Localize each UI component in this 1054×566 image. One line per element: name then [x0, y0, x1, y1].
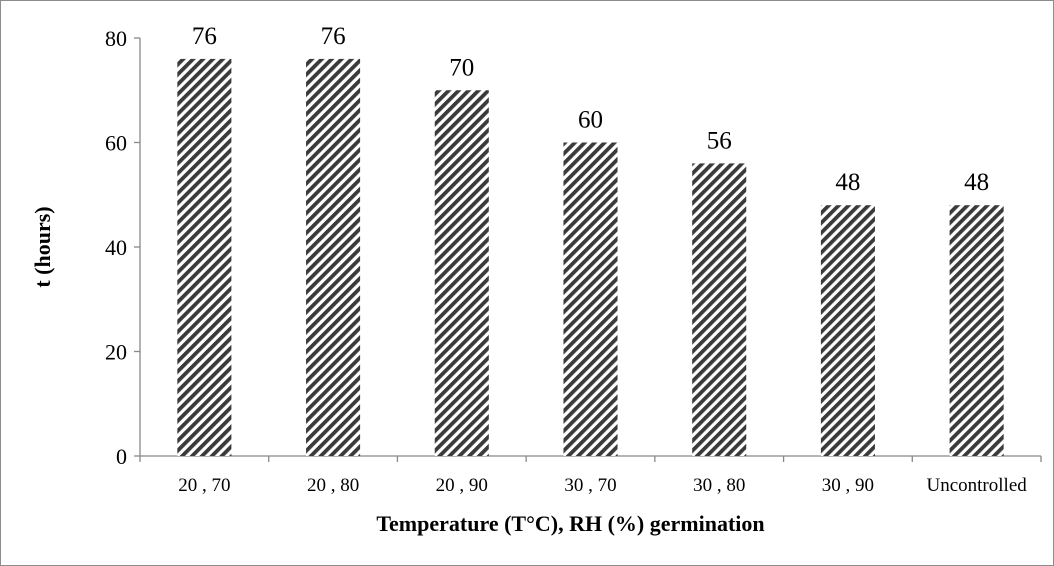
data-labels: 76 76 70 60 56 48 48	[192, 23, 989, 196]
bar	[434, 90, 489, 456]
y-axis-title: t (hours)	[30, 206, 55, 287]
x-axis-title: Temperature (T°C), RH (%) germination	[376, 511, 764, 536]
bar	[306, 58, 361, 457]
x-axis: 20 , 70 20 , 80 20 , 90 30 , 70 30 , 80 30 , …	[139, 455, 1042, 496]
bar	[177, 58, 232, 457]
y-tick-label: 80	[105, 26, 127, 51]
y-tick-label: 0	[116, 444, 127, 469]
x-tick-label: 30 , 80	[693, 475, 745, 496]
data-label: 48	[835, 169, 860, 196]
data-label: 76	[321, 23, 346, 50]
bars	[177, 58, 1004, 457]
x-tick-label: Uncontrolled	[927, 475, 1028, 496]
x-tick-label: 20 , 70	[178, 475, 230, 496]
bar	[949, 205, 1004, 456]
data-label: 60	[578, 107, 603, 134]
bar	[563, 142, 618, 456]
bar	[820, 205, 875, 456]
y-tick-label: 60	[105, 131, 127, 156]
y-axis: 0 20 40 60 80	[105, 26, 141, 469]
data-label: 56	[707, 127, 732, 154]
data-label: 48	[964, 169, 989, 196]
data-label: 76	[192, 23, 217, 50]
x-tick-label: 20 , 80	[307, 475, 359, 496]
x-tick-label: 30 , 70	[564, 475, 616, 496]
data-label: 70	[449, 54, 474, 81]
x-tick-label: 30 , 90	[822, 475, 874, 496]
bar	[692, 163, 747, 456]
y-tick-label: 20	[105, 340, 127, 365]
y-tick-label: 40	[105, 235, 127, 260]
x-tick-label: 20 , 90	[436, 475, 488, 496]
